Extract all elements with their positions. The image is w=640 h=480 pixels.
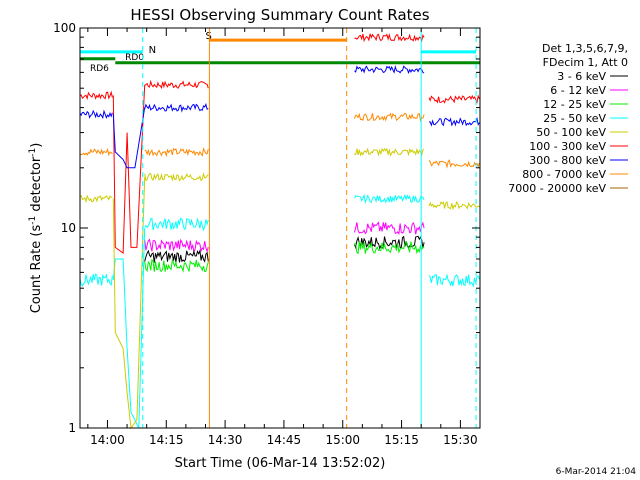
series-segment bbox=[354, 193, 425, 205]
legend-header-line: FDecim 1, Att 0 bbox=[543, 56, 628, 69]
chart-title: HESSI Observing Summary Count Rates bbox=[130, 6, 429, 24]
legend: Det 1,3,5,6,7,9,FDecim 1, Att 03 - 6 keV… bbox=[508, 42, 628, 195]
series-layer bbox=[79, 33, 480, 430]
series-2 bbox=[79, 112, 480, 169]
series-segment bbox=[354, 112, 425, 122]
series-segment bbox=[354, 240, 425, 255]
legend-entry-label: 3 - 6 keV bbox=[557, 70, 606, 83]
series-segment bbox=[79, 90, 113, 101]
y-tick-label: 100 bbox=[53, 21, 76, 35]
series-3 bbox=[79, 147, 480, 211]
flags-layer: RD6RD0RD0NS bbox=[80, 31, 480, 74]
axes-layer: 14:00 14:15 14:30 14:45 15:00 15:15 15:30 1 10 10… bbox=[53, 21, 481, 447]
y-axis-label: Count Rate (s-1 detector-1) bbox=[28, 143, 44, 314]
series-segment bbox=[79, 109, 113, 120]
series-segment bbox=[144, 171, 209, 182]
series-segment bbox=[79, 273, 113, 287]
y-tick-label: 10 bbox=[61, 221, 76, 235]
legend-entry-label: 50 - 100 keV bbox=[536, 126, 606, 139]
series-segment bbox=[144, 147, 209, 158]
series-segment bbox=[354, 64, 425, 75]
x-tick-label: 14:30 bbox=[208, 433, 243, 447]
x-tick-label: 14:15 bbox=[149, 433, 184, 447]
x-tick-label: 15:30 bbox=[443, 433, 478, 447]
series-segment bbox=[79, 194, 113, 204]
series-segment bbox=[144, 217, 209, 232]
rd0-label: RD0 bbox=[125, 53, 144, 63]
vlines-layer bbox=[142, 28, 477, 428]
y-tick-label: 1 bbox=[68, 421, 76, 435]
series-4 bbox=[79, 193, 480, 288]
series-segment bbox=[428, 94, 480, 104]
gap-trace bbox=[112, 84, 146, 254]
legend-entry-label: 100 - 300 keV bbox=[529, 140, 606, 153]
series-1 bbox=[79, 64, 480, 127]
series-segment bbox=[354, 221, 425, 235]
series-6 bbox=[144, 235, 425, 263]
series-segment bbox=[428, 117, 480, 127]
series-segment bbox=[428, 201, 480, 211]
x-tick-label: 15:15 bbox=[384, 433, 419, 447]
series-segment bbox=[428, 159, 480, 169]
legend-entry-label: 800 - 7000 keV bbox=[522, 168, 606, 181]
series-segment bbox=[354, 33, 425, 43]
x-tick-label: 15:00 bbox=[325, 433, 360, 447]
series-segment bbox=[144, 79, 209, 90]
legend-entry-label: 7000 - 20000 keV bbox=[508, 182, 606, 195]
series-0 bbox=[79, 33, 480, 104]
plot-background bbox=[80, 28, 480, 428]
gap-trace bbox=[112, 107, 146, 169]
series-segment bbox=[144, 258, 209, 273]
legend-entry-label: 25 - 50 keV bbox=[543, 112, 606, 125]
n-label: N bbox=[149, 45, 156, 56]
series-segment bbox=[428, 273, 480, 288]
gap-trace bbox=[112, 176, 146, 430]
plot-area bbox=[80, 28, 480, 428]
x-tick-label: 14:00 bbox=[90, 433, 125, 447]
s-label: S bbox=[205, 31, 211, 42]
series-5 bbox=[144, 221, 425, 253]
series-segment bbox=[354, 147, 425, 157]
series-segment bbox=[144, 249, 209, 263]
series-7 bbox=[144, 240, 425, 273]
x-axis-label: Start Time (06-Mar-14 13:52:02) bbox=[175, 456, 386, 471]
rd6-label: RD6 bbox=[90, 64, 109, 74]
legend-entry-label: 6 - 12 keV bbox=[550, 84, 606, 97]
series-segment bbox=[79, 147, 113, 157]
timestamp: 6-Mar-2014 21:04 bbox=[556, 467, 637, 477]
legend-entry-label: 12 - 25 keV bbox=[543, 98, 606, 111]
series-segment bbox=[144, 102, 209, 113]
series-segment bbox=[354, 235, 425, 250]
legend-header-line: Det 1,3,5,6,7,9, bbox=[542, 42, 628, 55]
legend-entry-label: 300 - 800 keV bbox=[529, 154, 606, 167]
x-tick-label: 14:45 bbox=[267, 433, 302, 447]
series-segment bbox=[144, 238, 209, 253]
